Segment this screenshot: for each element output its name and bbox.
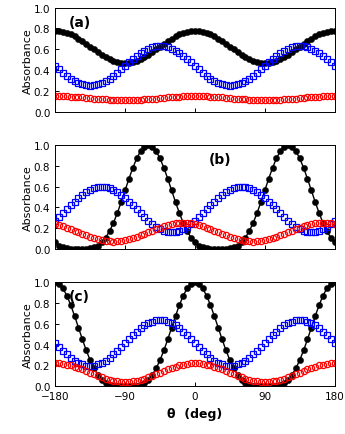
Text: (b): (b) bbox=[209, 153, 231, 167]
X-axis label: θ  (deg): θ (deg) bbox=[167, 407, 223, 420]
Text: (a): (a) bbox=[69, 16, 91, 30]
Y-axis label: Absorbance: Absorbance bbox=[22, 302, 32, 367]
Text: (c): (c) bbox=[69, 290, 90, 304]
Y-axis label: Absorbance: Absorbance bbox=[22, 164, 32, 230]
Y-axis label: Absorbance: Absorbance bbox=[22, 28, 32, 93]
